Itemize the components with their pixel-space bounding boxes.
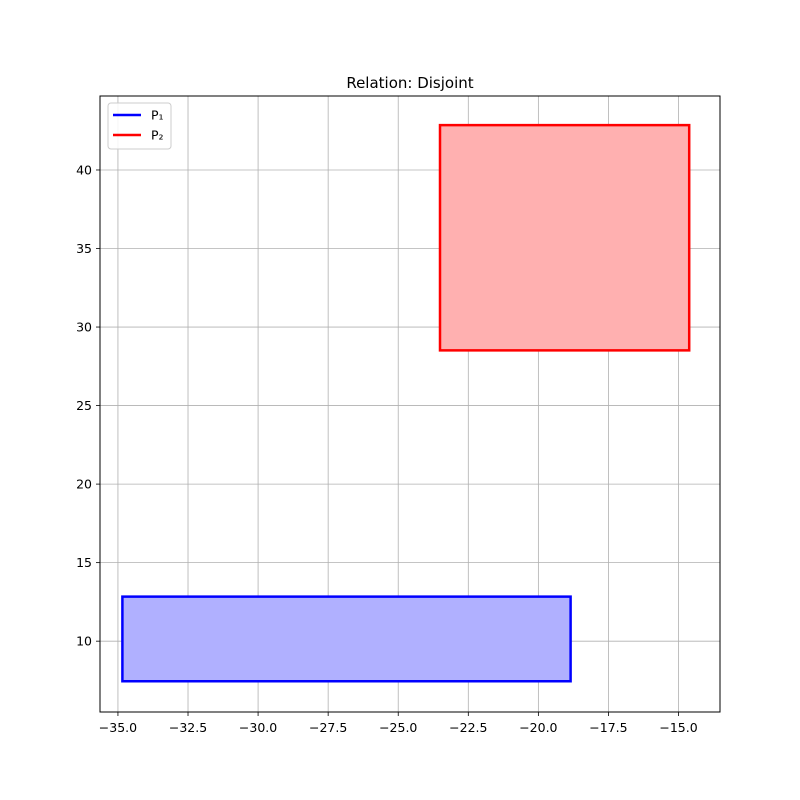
plot-area: −35.0 −32.5 −30.0 −27.5 −25.0 −22.5 −20.0 −17.5… bbox=[76, 95, 721, 735]
y-tick-label: 35 bbox=[76, 241, 92, 256]
polygon-p2 bbox=[438, 123, 691, 352]
axes-frame bbox=[99, 95, 721, 713]
x-axis: −35.0 −32.5 −30.0 −27.5 −25.0 −22.5 −20.0 −17.5… bbox=[99, 712, 698, 735]
x-tick-label: −25.0 bbox=[379, 720, 417, 735]
chart-title: Relation: Disjoint bbox=[346, 74, 473, 92]
y-tick-label: 40 bbox=[76, 162, 92, 177]
x-tick-label: −20.0 bbox=[519, 720, 557, 735]
x-tick-label: −15.0 bbox=[659, 720, 697, 735]
y-axis: 10 15 20 25 30 35 40 bbox=[76, 162, 100, 649]
x-tick-label: −27.5 bbox=[309, 720, 347, 735]
x-tick-label: −35.0 bbox=[99, 720, 137, 735]
series-layer bbox=[121, 123, 691, 683]
legend-label: P₂ bbox=[151, 128, 164, 143]
y-tick-label: 20 bbox=[76, 477, 92, 492]
legend: P₁ P₂ bbox=[107, 102, 172, 150]
y-tick-label: 10 bbox=[76, 634, 92, 649]
y-tick-label: 30 bbox=[76, 320, 92, 335]
x-tick-label: −17.5 bbox=[589, 720, 627, 735]
x-tick-label: −30.0 bbox=[239, 720, 277, 735]
x-tick-label: −32.5 bbox=[169, 720, 207, 735]
legend-label: P₁ bbox=[151, 108, 164, 123]
y-tick-label: 25 bbox=[76, 398, 92, 413]
x-tick-label: −22.5 bbox=[449, 720, 487, 735]
y-tick-label: 15 bbox=[76, 555, 92, 570]
polygon-p1 bbox=[121, 595, 572, 683]
